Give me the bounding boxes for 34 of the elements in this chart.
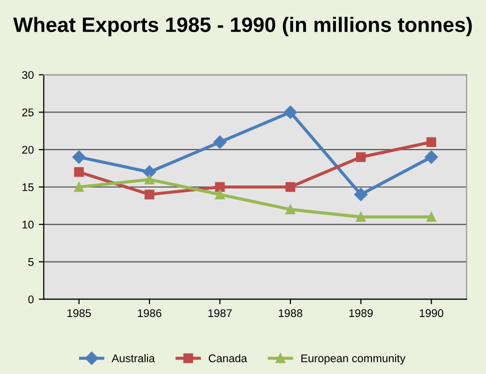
point — [356, 212, 366, 222]
point — [213, 136, 227, 149]
x-tick-label: 1988 — [278, 309, 302, 318]
point — [74, 167, 84, 177]
chart-title: Wheat Exports 1985 - 1990 (in millions tonnes) — [13, 16, 472, 36]
point — [284, 106, 297, 119]
x-tick-label: 1989 — [349, 309, 373, 318]
point — [215, 190, 225, 200]
point — [286, 182, 296, 192]
point — [426, 212, 436, 222]
legend-label: Canada — [208, 354, 248, 362]
x-tick-label: 1990 — [420, 309, 444, 318]
point — [215, 182, 225, 192]
y-tick-label: 25 — [22, 108, 34, 116]
x-tick-label: 1985 — [67, 309, 91, 318]
point — [286, 204, 296, 214]
y-tick-label: 15 — [22, 183, 34, 192]
x-tick-label: 1987 — [208, 309, 232, 318]
y-tick-label: 10 — [22, 220, 34, 229]
legend-label: European community — [301, 354, 406, 364]
legend-label: Australia — [112, 354, 155, 362]
x-tick-label: 1986 — [138, 309, 162, 318]
point — [354, 188, 368, 202]
y-tick-label: 5 — [28, 258, 34, 266]
point — [144, 174, 154, 184]
y-tick-label: 20 — [22, 146, 34, 154]
point — [356, 152, 366, 162]
point — [426, 137, 436, 147]
y-tick-label: 0 — [28, 295, 34, 304]
point — [74, 182, 84, 192]
point — [144, 190, 154, 200]
point — [72, 150, 86, 164]
point — [424, 150, 438, 164]
y-tick-label: 30 — [22, 71, 34, 79]
